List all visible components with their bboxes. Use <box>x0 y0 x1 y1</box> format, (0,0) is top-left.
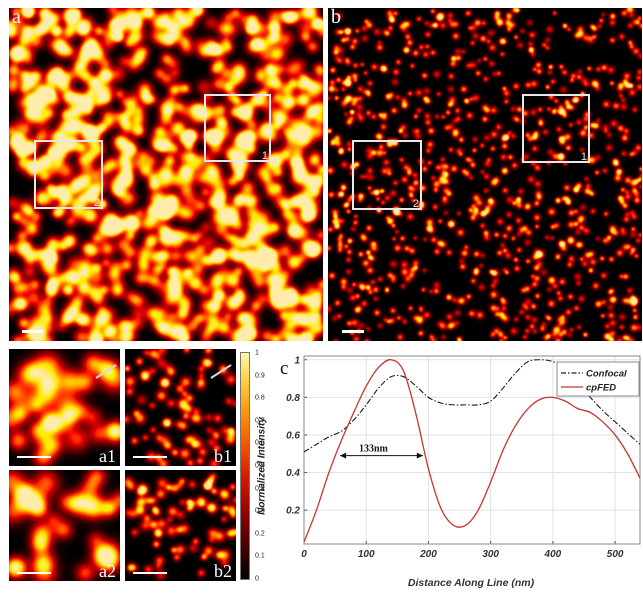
x-tick-label: 200 <box>419 549 437 560</box>
x-tick-label: 0 <box>301 549 307 560</box>
series-line-cpfed <box>303 359 641 543</box>
colorbar-tick-label: 0 <box>255 575 259 583</box>
colorbar-gradient <box>240 352 250 580</box>
roi-box-1-number: 1 <box>580 151 587 163</box>
roi-box-2: 2 <box>352 140 422 210</box>
zoom-a2-canvas <box>9 470 120 581</box>
scale-bar <box>133 456 167 458</box>
roi-box-2: 2 <box>34 140 103 209</box>
panel-a1-label: a1 <box>99 446 116 466</box>
roi-box-1: 1 <box>204 94 271 162</box>
colorbar-tick-label: 0.6 <box>255 439 265 447</box>
y-tick-label: 0.2 <box>286 506 300 517</box>
fwhm-annotation: 133nm <box>340 444 423 459</box>
fwhm-label: 133nm <box>359 444 389 455</box>
roi-box-1: 1 <box>522 94 590 163</box>
chart-legend: Confocal cpFED <box>556 361 640 397</box>
panel-b-cpfed-image: b 1 2 <box>328 8 642 341</box>
legend-label-confocal: Confocal <box>586 369 627 380</box>
colorbar-tick-label: 0.7 <box>255 417 265 425</box>
x-tick-label: 100 <box>358 549 375 560</box>
line-profile-chart: c 0 100 200 300 400 500 0.2 0.4 0.6 0.8 1 133nm Co… <box>280 355 641 589</box>
panel-a-label: a <box>12 8 21 28</box>
cpfed-image-canvas <box>328 8 642 341</box>
scale-bar <box>22 330 43 333</box>
colorbar-tick-label: 0.3 <box>255 507 265 515</box>
panel-c-label: c <box>280 358 288 379</box>
colorbar-tick-label: 0.5 <box>255 462 265 470</box>
panel-a-confocal-image: a 1 2 <box>9 8 323 341</box>
plot-frame <box>303 355 641 545</box>
x-tick-label: 500 <box>607 549 624 560</box>
zoom-a1-canvas <box>9 349 120 466</box>
colorbar-tick-label: 0.9 <box>255 372 265 380</box>
panel-b1-label: b1 <box>214 446 232 466</box>
scale-bar <box>342 330 364 333</box>
panel-a1-zoom: a1 <box>9 349 120 466</box>
colorbar-tick-label: 0.2 <box>255 530 265 538</box>
legend-box <box>556 361 640 397</box>
colorbar-tick-label: 1 <box>255 349 259 357</box>
x-axis-label: Distance Along Line (nm) <box>408 577 535 589</box>
zoom-b1-canvas <box>125 349 236 466</box>
scale-bar <box>17 572 51 574</box>
chart-axes: 0 100 200 300 400 500 0.2 0.4 0.6 0.8 1 <box>286 355 641 560</box>
y-tick-label: 0.6 <box>286 430 300 441</box>
y-tick-label: 1 <box>294 355 300 366</box>
y-tick-label: 0.4 <box>286 468 300 479</box>
colorbar-tick-label: 0.4 <box>255 485 265 493</box>
panel-a2-zoom: a2 <box>9 470 120 581</box>
fwhm-arrow-left <box>340 452 347 459</box>
zoom-b2-canvas <box>125 470 236 581</box>
x-tick-label: 400 <box>544 549 562 560</box>
panel-b2-label: b2 <box>214 561 232 581</box>
confocal-image-canvas <box>9 8 323 341</box>
scale-bar <box>17 456 51 458</box>
roi-box-1-number: 1 <box>261 150 268 162</box>
legend-label-cpfed: cpFED <box>586 383 616 394</box>
roi-box-2-number: 2 <box>93 197 100 209</box>
panel-b1-zoom: b1 <box>125 349 236 466</box>
y-tick-label: 0.8 <box>286 393 300 404</box>
panel-b2-zoom: b2 <box>125 470 236 581</box>
colorbar-tick-label: 0.8 <box>255 394 265 402</box>
panel-a2-label: a2 <box>99 561 116 581</box>
roi-box-2-number: 2 <box>412 198 419 210</box>
scale-bar <box>133 572 167 574</box>
colorbar: 0 0.1 0.2 0.3 0.4 0.5 0.6 0.7 0.8 0.9 1 <box>240 349 266 583</box>
fwhm-arrow-right <box>416 452 423 459</box>
colorbar-title: Normalized Intensity <box>256 417 268 515</box>
colorbar-tick-label: 0.1 <box>255 552 265 560</box>
x-tick-label: 300 <box>482 549 499 560</box>
panel-b-label: b <box>331 8 341 28</box>
